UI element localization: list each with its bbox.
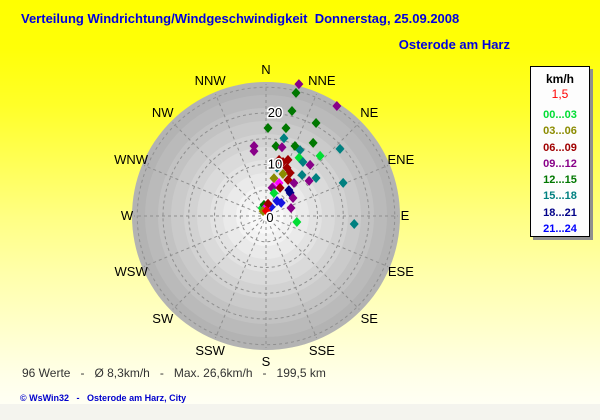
data-point: [281, 123, 291, 134]
legend-class-label: 18...21: [543, 206, 577, 219]
data-point: [272, 162, 282, 173]
rose-ring: [188, 138, 344, 294]
legend-classes: 00...03 03...06 06...09 09...12 12...15 15...…: [531, 107, 589, 237]
legend-class-label: 06...09: [543, 141, 577, 154]
data-point: [311, 118, 321, 129]
data-point: [269, 188, 279, 199]
compass-label: NNW: [195, 73, 227, 88]
data-point: [249, 140, 259, 151]
page-title: Verteilung Windrichtung/Windgeschwindigk…: [21, 11, 460, 26]
legend-class-label: 21...24: [543, 223, 577, 236]
data-point: [278, 168, 288, 179]
data-point: [295, 145, 305, 156]
data-point: [261, 205, 271, 216]
data-point: [269, 173, 279, 184]
compass-label: NW: [152, 105, 174, 120]
data-point: [297, 169, 307, 180]
rose-ring: [239, 189, 293, 243]
rose-ring: [214, 164, 318, 268]
compass-label: SSE: [309, 343, 335, 358]
compass-label: E: [401, 208, 410, 223]
data-point: [288, 192, 298, 203]
data-point: [332, 101, 342, 112]
legend-class-label: 00...03: [543, 109, 577, 121]
data-point: [292, 216, 302, 227]
data-point: [304, 175, 314, 186]
legend-class-label: 03...06: [543, 125, 577, 138]
station-name: Osterode am Harz: [398, 37, 510, 52]
legend-box: km/h 1,5 00...03 03...06 06...09 09...12 12.…: [530, 66, 590, 237]
compass-label: SW: [152, 311, 174, 326]
compass-label: SSW: [195, 343, 225, 358]
data-point: [286, 203, 296, 214]
data-point: [287, 106, 297, 117]
data-point: [298, 157, 308, 168]
data-point: [294, 79, 304, 90]
compass-label: N: [261, 62, 270, 77]
legend-class-label: 15...18: [543, 190, 577, 203]
data-point: [279, 133, 289, 144]
data-point: [308, 137, 318, 148]
data-point: [291, 87, 301, 98]
rose-ring: [136, 86, 396, 346]
data-point: [338, 177, 348, 188]
compass-label: ESE: [388, 264, 414, 279]
copyright-line: © WsWin32 - Osterode am Harz, City: [20, 393, 187, 403]
data-point: [315, 150, 325, 161]
data-point: [263, 122, 273, 133]
legend-title: km/h: [545, 72, 574, 86]
data-point: [277, 142, 287, 153]
compass-label: SE: [361, 311, 379, 326]
radius-tick-label: 10: [268, 157, 282, 172]
data-point: [263, 198, 273, 209]
data-point: [335, 143, 345, 154]
compass-label: WNW: [114, 152, 149, 167]
data-point: [275, 182, 285, 193]
data-point: [283, 154, 293, 165]
stats-line: 96 Werte - Ø 8,3km/h - Max. 26,6km/h - 1…: [22, 366, 326, 380]
legend-current-value: 1,5: [551, 87, 569, 101]
compass-label: W: [121, 208, 134, 223]
compass-label: S: [262, 354, 271, 369]
compass-label: WSW: [115, 264, 149, 279]
compass-label: ENE: [388, 152, 415, 167]
rose-ring: [162, 112, 370, 320]
legend-class-label: 12...15: [543, 174, 577, 187]
data-point: [289, 178, 299, 189]
compass-label: NNE: [308, 73, 336, 88]
data-point: [276, 197, 286, 208]
data-point: [311, 173, 321, 184]
data-point: [249, 146, 259, 157]
radius-tick-label: 0: [266, 210, 273, 225]
data-point: [349, 219, 359, 230]
data-point: [305, 159, 315, 170]
data-point: [271, 141, 281, 152]
compass-label: NE: [360, 105, 378, 120]
legend-class-label: 09...12: [543, 157, 577, 170]
radius-tick-label: 20: [268, 105, 282, 120]
